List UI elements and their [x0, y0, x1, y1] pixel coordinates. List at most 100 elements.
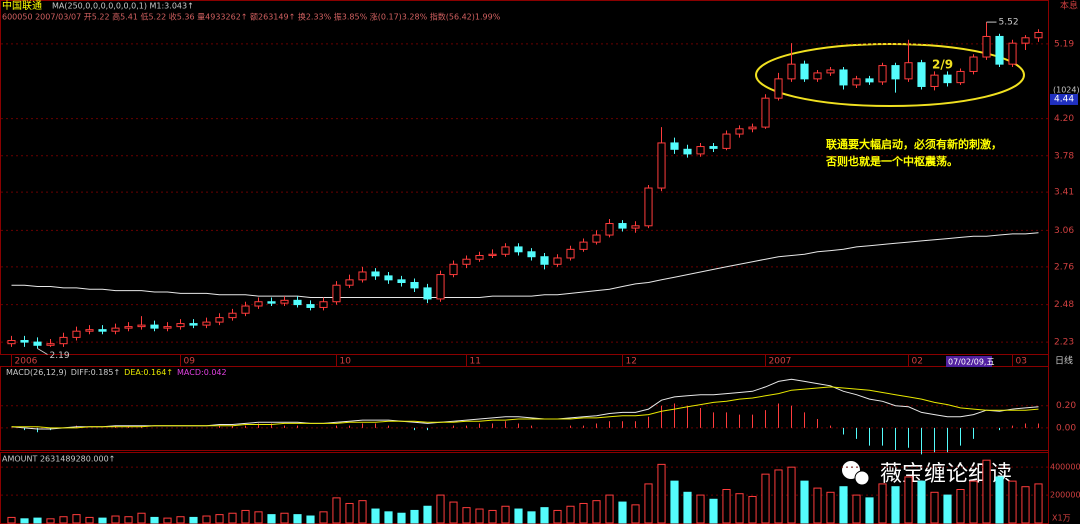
- macd-label-part: MACD(26,12,9): [6, 368, 67, 377]
- candle-body: [59, 336, 68, 345]
- amount-tick-label: 200000: [1050, 491, 1080, 500]
- amount-bar: [657, 463, 666, 524]
- candle-body: [631, 225, 640, 229]
- candle-body: [813, 72, 822, 80]
- candle-body: [228, 312, 237, 319]
- candle-body: [293, 299, 302, 306]
- amount-bar: [163, 517, 172, 524]
- cursor-date: 07/02/09,五: [948, 358, 994, 367]
- candle-body: [553, 257, 562, 265]
- amount-bar: [605, 494, 614, 524]
- amount-bar: [319, 511, 328, 524]
- candle-body: [891, 65, 900, 80]
- amount-bar: [358, 500, 367, 524]
- y-tick-label: 2.76: [1054, 262, 1074, 272]
- amount-bar: [644, 483, 653, 524]
- macd-tick-label: 0.00: [1056, 423, 1076, 433]
- annotation-line: 否则也就是一个中枢震荡。: [825, 154, 958, 168]
- amount-bar: [592, 500, 601, 524]
- amount-tick-label: 400000: [1050, 463, 1080, 472]
- amount-bar: [111, 515, 120, 524]
- stock-name: 中国联通: [2, 0, 42, 12]
- candle-body: [839, 69, 848, 86]
- candle-body: [280, 299, 289, 304]
- amount-label: AMOUNT 2631489280.000↑: [2, 455, 115, 464]
- x-tick-label: 11: [470, 357, 481, 367]
- candle-body: [397, 279, 406, 284]
- candle-body: [683, 148, 692, 155]
- quote-label: 600050 2007/03/07 开5.22 高5.41 低5.22 收5.3…: [2, 12, 501, 22]
- amount-bar: [1021, 486, 1030, 524]
- candle-body: [72, 330, 81, 338]
- amount-bar: [540, 507, 549, 524]
- amount-bar: [631, 504, 640, 524]
- amount-bar: [202, 515, 211, 524]
- amount-bar: [1034, 483, 1043, 524]
- candle-body: [657, 142, 666, 189]
- candle-body: [215, 317, 224, 323]
- low-pointer: [37, 348, 48, 355]
- cursor-date-box: [946, 356, 992, 367]
- candle-body: [306, 304, 315, 308]
- x-tick-label: 2006: [15, 357, 38, 367]
- amount-bar: [761, 473, 770, 524]
- candle-body: [904, 62, 913, 80]
- candle-body: [878, 65, 887, 83]
- amount-bar: [774, 469, 783, 524]
- amount-bar: [371, 508, 380, 524]
- y-tick-label: 5.19: [1054, 39, 1074, 49]
- amount-bar: [254, 511, 263, 524]
- x-tick-label: 02: [912, 357, 923, 367]
- candle-body: [124, 326, 133, 329]
- amount-bar: [137, 512, 146, 524]
- amount-bar: [813, 487, 822, 524]
- candle-body: [384, 275, 393, 281]
- candle-body: [1008, 42, 1017, 65]
- corner-label: 本息: [1060, 0, 1078, 12]
- candle-body: [46, 343, 55, 346]
- y-tick-label: 3.78: [1054, 151, 1074, 161]
- y-tick-label: 3.41: [1054, 188, 1074, 198]
- amount-bar: [501, 505, 510, 524]
- candle-body: [618, 223, 627, 229]
- amount-bar: [865, 497, 874, 524]
- candle-body: [371, 271, 380, 277]
- amount-bar: [995, 476, 1004, 524]
- candle-body: [982, 35, 991, 58]
- x-tick-label: 09: [184, 357, 196, 367]
- ma-line: [11, 232, 1039, 298]
- candle-body: [423, 287, 432, 300]
- candle-body: [956, 70, 965, 84]
- dea-line: [11, 386, 1039, 429]
- candle-body: [761, 97, 770, 128]
- amount-bar: [579, 502, 588, 524]
- y-tick-label: 3.06: [1054, 226, 1074, 236]
- amount-bar: [1008, 480, 1017, 524]
- amount-bar: [59, 516, 68, 524]
- candle-body: [254, 301, 263, 307]
- candle-body: [826, 69, 835, 74]
- amount-bar: [124, 516, 133, 524]
- candle-body: [540, 256, 549, 265]
- amount-bar: [878, 483, 887, 524]
- candle-body: [20, 340, 29, 343]
- macd-label-part: DIFF:0.185↑: [71, 368, 120, 377]
- amount-bar: [826, 491, 835, 524]
- amount-bar: [33, 517, 42, 524]
- amount-bar: [475, 508, 484, 524]
- macd-tick-label: 0.20: [1056, 401, 1076, 411]
- amount-bar: [397, 512, 406, 524]
- amount-bar: [839, 486, 848, 524]
- macd-label-part: MACD:0.042: [177, 368, 227, 377]
- amount-bar: [228, 512, 237, 524]
- x-tick-label: 03: [1016, 357, 1027, 367]
- candle-body: [735, 128, 744, 135]
- candle-body: [605, 223, 614, 236]
- candle-body: [579, 241, 588, 250]
- y-tick-label: 4.20: [1054, 114, 1074, 124]
- watermark-text: 薇宝缠论细读: [880, 462, 1012, 487]
- watermark-icon: [854, 470, 870, 486]
- amount-bar: [982, 459, 991, 524]
- amount-bar: [566, 505, 575, 524]
